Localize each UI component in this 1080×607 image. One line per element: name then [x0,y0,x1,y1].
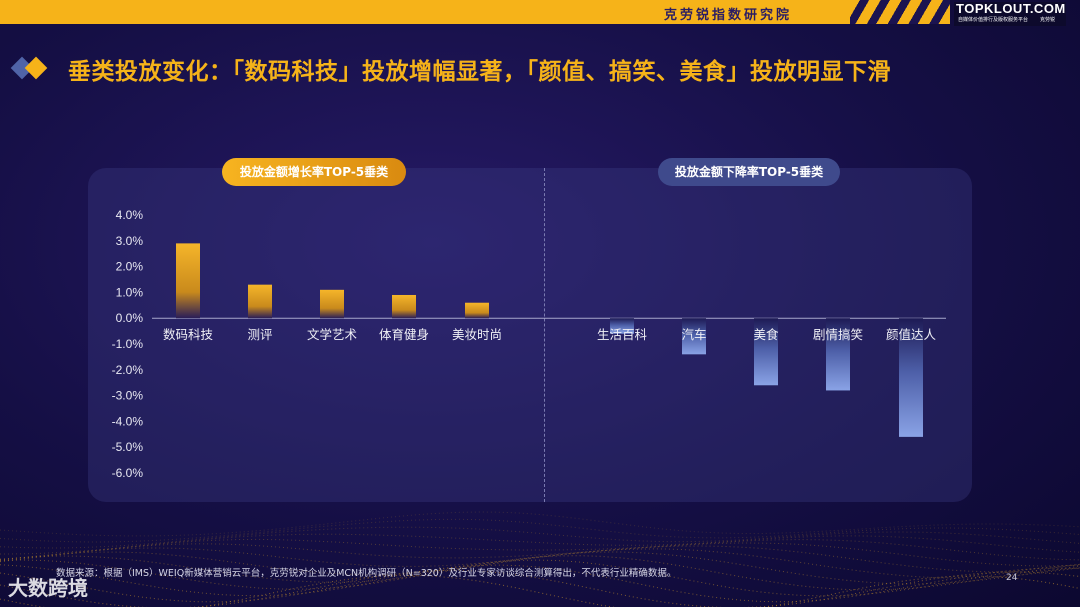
y-tick-label: -1.0% [112,337,144,351]
page-title: 垂类投放变化：「数码科技」投放增幅显著，「颜值、搞笑、美食」投放明显下滑 [68,59,891,85]
chart-panel [88,168,972,502]
y-tick-label: 1.0% [116,285,144,299]
bar-increase [320,289,344,319]
decor-wave-line [0,559,1080,597]
decor-wave-line [0,548,1080,579]
top-bar-stripes [850,0,950,24]
y-tick-label: 3.0% [116,234,144,248]
category-label: 剧情搞笑 [813,327,863,342]
bar-increase [176,243,200,319]
logo-subtitle: 自媒体价值排行及版权服务平台 [958,17,1029,23]
category-label: 美食 [753,327,779,342]
category-label: 颜值达人 [886,327,937,342]
category-label: 数码科技 [163,327,214,342]
decor-wave-line [0,518,1080,543]
y-tick-label: -5.0% [112,440,144,454]
logo-subtitle-brand: 克劳锐 [1040,17,1056,23]
decor-wave-line [0,551,1080,585]
decor-wave-line [0,555,1080,591]
y-tick-label: -3.0% [112,389,144,403]
decor-wave-line [0,511,1080,537]
top-bar-yellow [0,0,900,24]
category-label: 汽车 [681,327,706,342]
category-label: 体育健身 [379,327,429,342]
bar-increase [248,284,272,319]
logo-box [954,2,1066,26]
bar-increase [465,302,489,319]
y-tick-label: -2.0% [112,363,144,377]
decor-wave-line [0,574,1080,607]
logo: TOPKLOUT.COM [956,1,1066,16]
top-bar: 克劳锐指数研究院 TOPKLOUT.COM 自媒体价值排行及版权服务平台 克劳锐 [0,0,1080,26]
watermark: 大数跨境 [8,576,88,600]
y-tick-label: 0.0% [116,311,144,325]
category-label: 生活百科 [597,327,648,342]
institute-name: 克劳锐指数研究院 [664,8,793,23]
category-label: 测评 [247,327,272,342]
decor-wave-line [0,545,1080,573]
bar-decrease [826,318,850,391]
decor-wave-line [0,538,1080,561]
panel-divider [544,168,545,502]
decor-wave-line [0,564,1080,603]
category-label: 文学艺术 [307,327,358,342]
page-number: 24 [1006,573,1018,583]
decrease-label: 投放金额下降率TOP-5垂类 [658,158,840,186]
data-source-note: 数据来源：根据（IMS）WEIQ新媒体营销云平台，克劳锐对企业及MCN机构调研（… [56,568,677,579]
y-tick-label: -4.0% [112,414,144,428]
decor-wave-line [0,533,1080,555]
decor-wave-line [0,526,1080,549]
decor-wave-line [0,542,1080,567]
bar-decrease [610,318,634,334]
bar-decrease [682,318,706,355]
bar-decrease [899,318,923,437]
category-label: 美妆时尚 [452,327,502,342]
y-tick-label: 4.0% [116,208,144,222]
y-tick-label: 2.0% [116,260,144,274]
bar-decrease [754,318,778,386]
bar-increase [392,294,416,319]
y-tick-label: -6.0% [112,466,144,480]
increase-label: 投放金额增长率TOP-5垂类 [222,158,406,186]
